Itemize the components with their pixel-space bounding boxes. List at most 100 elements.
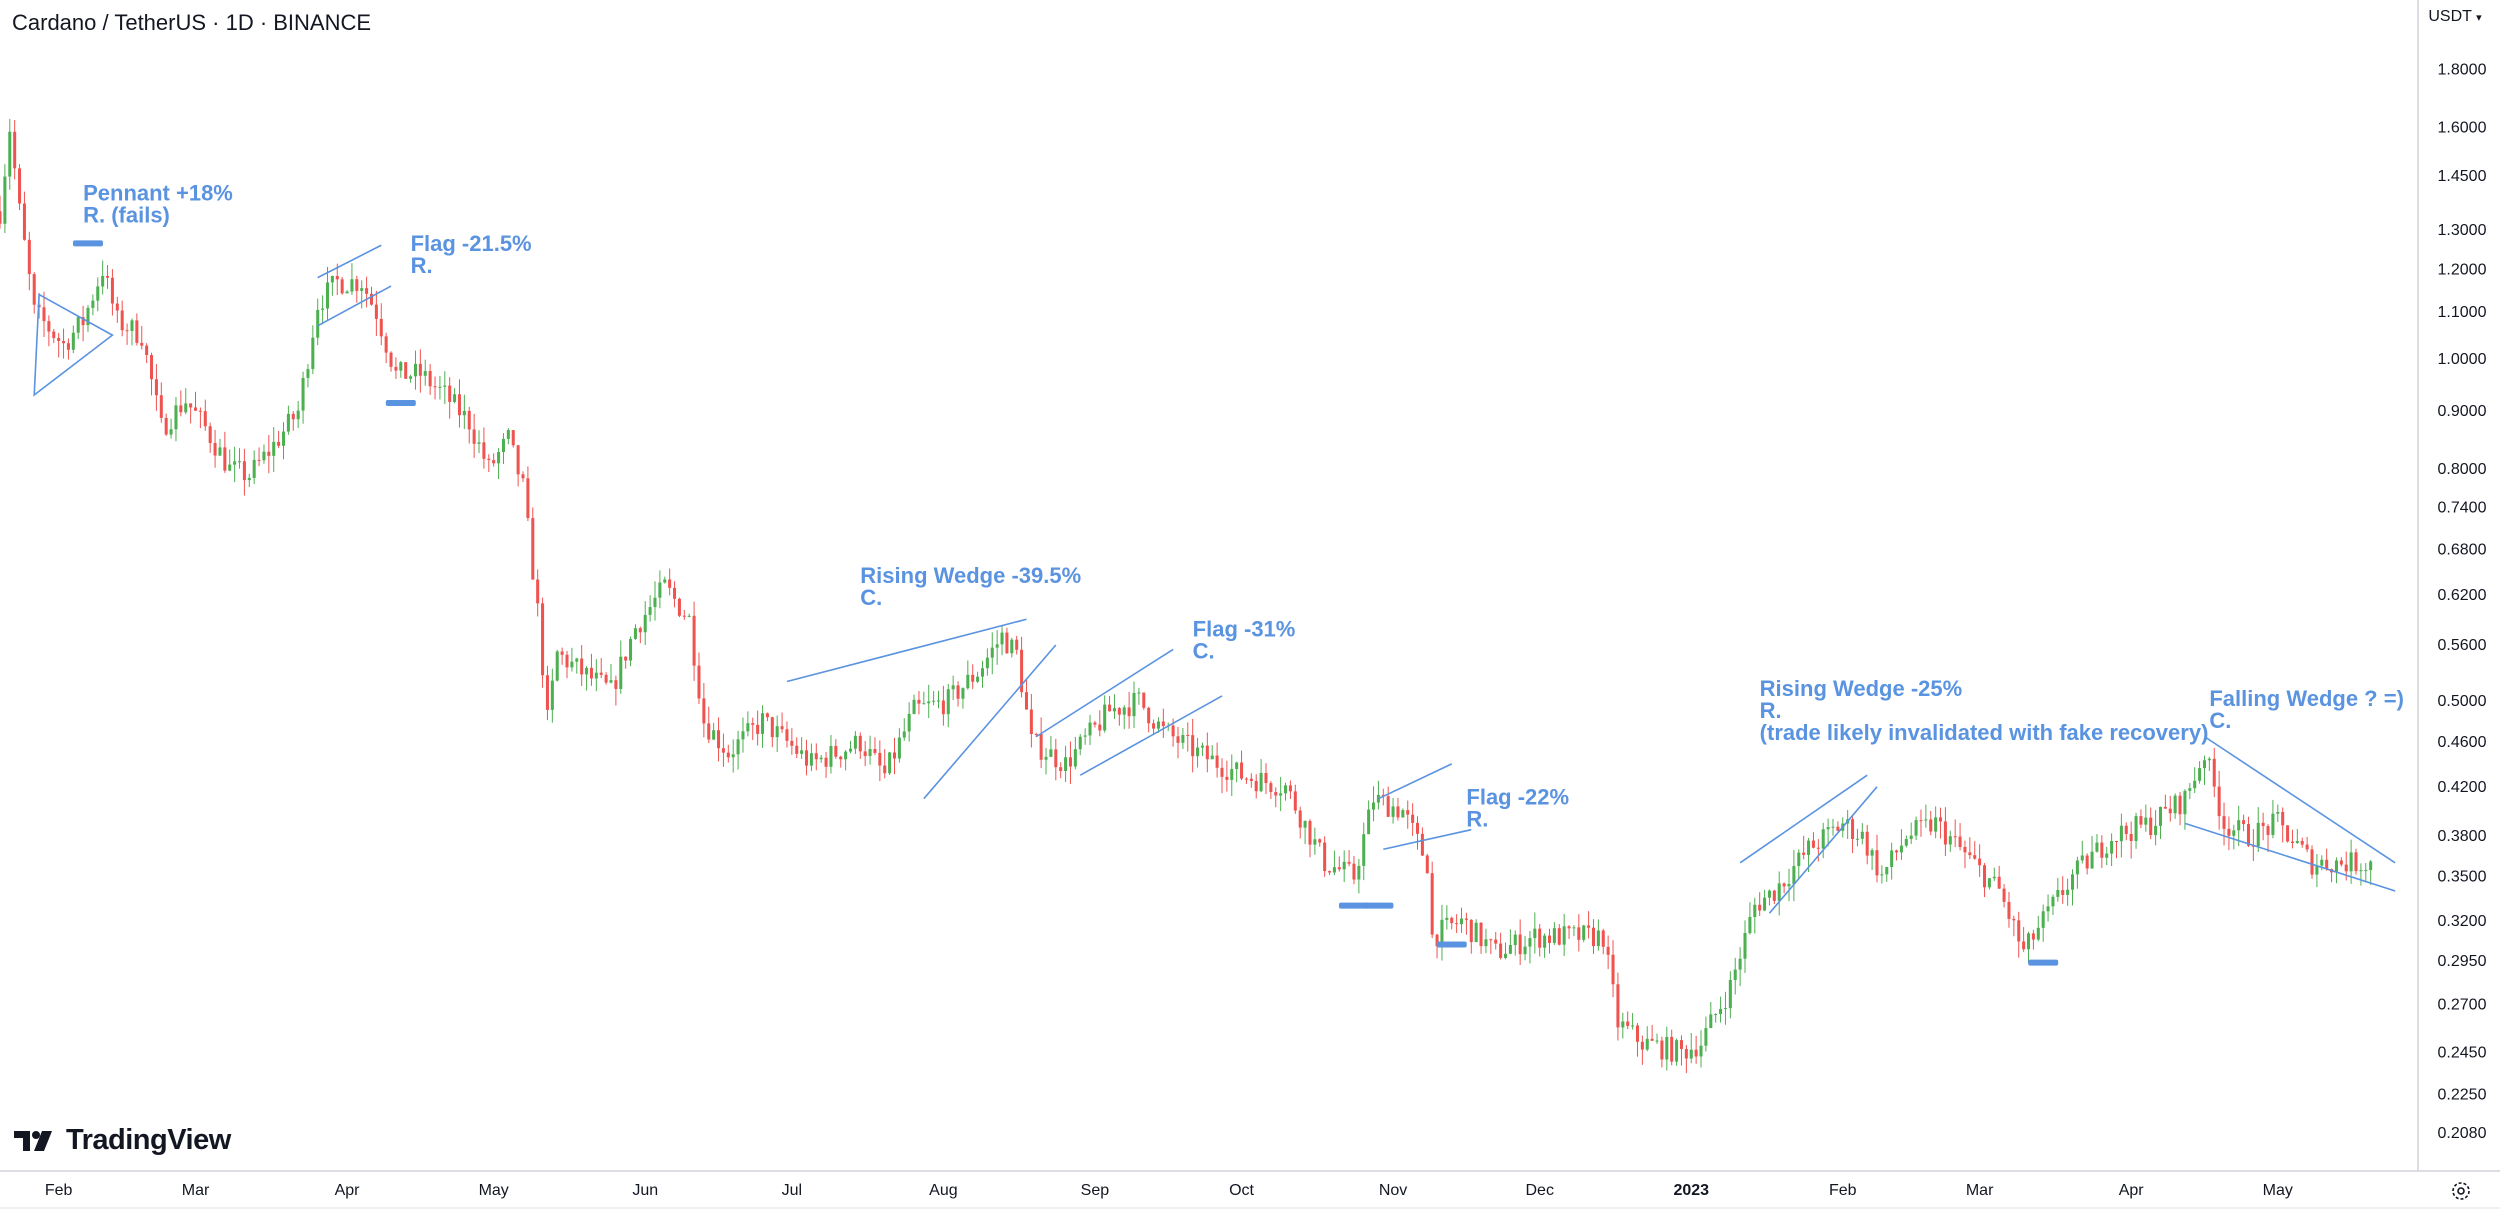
candle <box>52 328 56 344</box>
candle-body <box>457 394 461 416</box>
candle-body <box>2022 941 2026 950</box>
candle <box>1459 907 1464 933</box>
pattern-line <box>1383 828 1472 851</box>
candle <box>1240 750 1244 781</box>
candle <box>624 656 628 669</box>
candle-body <box>751 723 755 725</box>
price-axis[interactable]: 1.8000 1.6000 1.4500 1.3000 1.2000 1.1000 1.00… <box>2438 61 2487 1142</box>
candle <box>1015 635 1019 655</box>
candle <box>1210 745 1214 760</box>
candle <box>2188 783 2192 800</box>
candle <box>511 430 515 448</box>
candle-body <box>2217 786 2221 817</box>
candle-body <box>585 667 589 675</box>
candle <box>2168 795 2172 822</box>
candle-body <box>1323 842 1327 872</box>
candle-body <box>487 458 491 461</box>
candle-body <box>52 331 56 338</box>
candle <box>2193 767 2197 794</box>
candle <box>1978 844 1982 877</box>
candle-body <box>1425 855 1429 874</box>
candle-body <box>1372 802 1376 810</box>
candle <box>648 595 652 622</box>
candle-body <box>594 672 598 679</box>
gear-icon[interactable] <box>2448 1178 2474 1204</box>
candle <box>1279 776 1283 812</box>
candle-body <box>2100 842 2104 858</box>
candle-body <box>545 675 549 710</box>
candle-body <box>1435 934 1439 947</box>
candle-body <box>1631 1025 1635 1027</box>
candle-body <box>2041 911 2045 928</box>
candle <box>154 364 158 411</box>
candle <box>1112 694 1116 719</box>
candle-body <box>780 726 784 730</box>
candle-body <box>1386 796 1390 817</box>
candle-body <box>1577 927 1581 940</box>
candle <box>179 390 183 417</box>
candle <box>1083 728 1087 745</box>
candle <box>438 375 442 400</box>
candle <box>1635 1023 1639 1057</box>
candle-body <box>1851 819 1855 839</box>
candle-body <box>844 751 848 760</box>
candle-body <box>985 657 989 669</box>
pattern-flag-sep <box>1035 648 1223 776</box>
candle <box>413 350 417 390</box>
time-axis[interactable]: Feb Mar Apr May Jun Jul Aug Sep Oct Nov Dec 2023 Feb… <box>45 1182 2293 1199</box>
candle-body <box>1459 918 1464 925</box>
candle-body <box>892 752 897 759</box>
candle <box>96 277 100 312</box>
candle-body <box>453 394 457 402</box>
candle <box>1865 824 1869 865</box>
annotation-line: Flag -31% <box>1193 616 1296 641</box>
candle <box>1445 905 1449 930</box>
candle-body <box>839 756 843 760</box>
candle <box>1337 856 1341 872</box>
candle-body <box>1303 820 1307 828</box>
candle <box>721 733 725 767</box>
candle-body <box>863 751 867 757</box>
candle <box>340 276 344 295</box>
candle-body <box>2276 811 2280 814</box>
candle-body <box>1782 883 1786 887</box>
candle <box>1386 786 1390 817</box>
candle-body <box>1205 745 1209 760</box>
candle-body <box>2061 890 2065 895</box>
price-tick-label: 0.5600 <box>2438 637 2487 654</box>
candle-body <box>1699 1045 1703 1057</box>
candle-body <box>1450 917 1454 924</box>
candle-body <box>1870 850 1874 856</box>
candle <box>770 716 774 748</box>
candle-body <box>1210 755 1214 760</box>
candle-body <box>2344 864 2348 872</box>
candle-body <box>2129 833 2133 842</box>
candle-body <box>589 667 593 679</box>
currency-selector[interactable]: USDT ▾ <box>2420 8 2490 26</box>
candle <box>1679 1035 1683 1066</box>
candle <box>487 454 491 473</box>
candle-body <box>145 345 149 356</box>
candle <box>2085 853 2089 875</box>
candle-body <box>27 239 31 275</box>
candle-body <box>374 304 378 319</box>
candle <box>2222 802 2226 846</box>
candle <box>208 422 212 453</box>
candle <box>301 371 305 424</box>
candle <box>198 407 202 429</box>
candle <box>697 652 701 704</box>
candle-body <box>379 318 383 337</box>
candle <box>1899 829 1903 860</box>
candle <box>242 448 246 496</box>
candle <box>2232 824 2236 850</box>
candle <box>961 687 965 709</box>
candle-body <box>1914 820 1918 836</box>
candle-body <box>2124 825 2128 834</box>
candle <box>1132 681 1136 729</box>
candle <box>751 717 755 741</box>
candle-body <box>418 363 422 376</box>
candle <box>462 394 466 429</box>
candle-body <box>384 336 388 353</box>
